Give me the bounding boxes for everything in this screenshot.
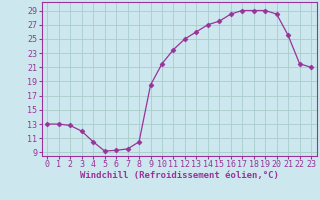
- X-axis label: Windchill (Refroidissement éolien,°C): Windchill (Refroidissement éolien,°C): [80, 171, 279, 180]
